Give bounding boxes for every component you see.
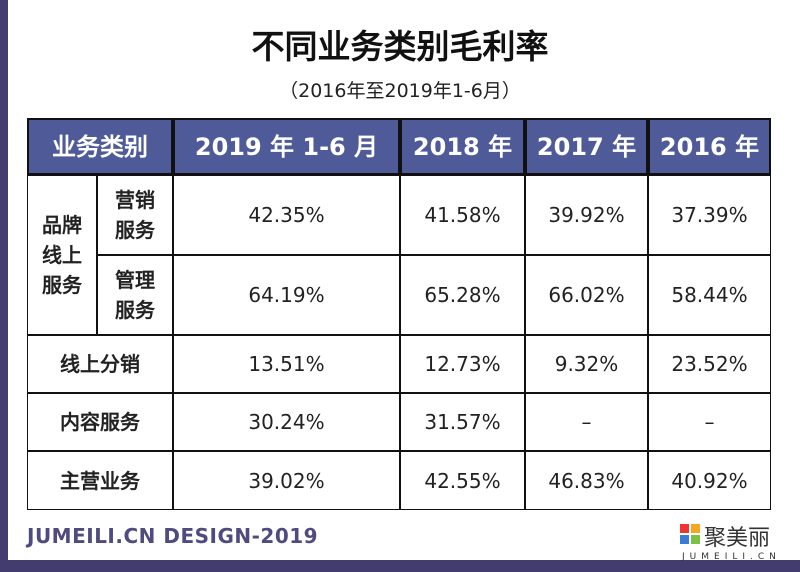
data-cell: 39.92%: [525, 175, 648, 255]
footer-credit: JUMEILI.CN DESIGN-2019: [27, 524, 319, 548]
header-cell: 业务类别: [27, 118, 173, 175]
row-label-text: 管理服务: [115, 268, 155, 322]
data-cell: 12.73%: [400, 335, 525, 393]
data-cell: 39.02%: [173, 451, 400, 510]
data-cell: 42.55%: [400, 451, 525, 510]
row-label: 主营业务: [27, 451, 173, 510]
header-cell: 2018 年: [400, 118, 525, 175]
data-cell: 41.58%: [400, 175, 525, 255]
row-label: 线上分销: [27, 335, 173, 393]
row-label: 营销服务: [97, 175, 173, 255]
group-label: 品牌线上服务: [27, 175, 97, 335]
data-cell: 31.57%: [400, 393, 525, 451]
row-label: 内容服务: [27, 393, 173, 451]
data-cell: 46.83%: [525, 451, 648, 510]
data-cell: 9.32%: [525, 335, 648, 393]
row-label-text: 营销服务: [115, 188, 155, 242]
header-cell: 2019 年 1-6 月: [173, 118, 400, 175]
group-label-text: 品牌线上服务: [42, 213, 82, 297]
data-cell: 23.52%: [648, 335, 771, 393]
data-cell: 58.44%: [648, 255, 771, 335]
subtitle: （2016年至2019年1-6月）: [279, 80, 521, 102]
logo-mark-icon: [680, 524, 700, 544]
data-cell: 64.19%: [173, 255, 400, 335]
card: [8, 0, 800, 560]
row-label: 管理服务: [97, 255, 173, 335]
data-cell: 42.35%: [173, 175, 400, 255]
data-cell: 65.28%: [400, 255, 525, 335]
data-cell: 40.92%: [648, 451, 771, 510]
logo: 聚美丽 JUMEILI.CN: [676, 520, 780, 562]
header-cell: 2017 年: [525, 118, 648, 175]
data-cell: –: [525, 393, 648, 451]
logo-name: 聚美丽: [704, 526, 771, 551]
header-cell: 2016 年: [648, 118, 771, 175]
data-cell: 37.39%: [648, 175, 771, 255]
logo-url: JUMEILI.CN: [682, 552, 781, 562]
data-cell: 66.02%: [525, 255, 648, 335]
data-cell: 13.51%: [173, 335, 400, 393]
data-cell: –: [648, 393, 771, 451]
page-title: 不同业务类别毛利率: [251, 27, 549, 66]
data-cell: 30.24%: [173, 393, 400, 451]
